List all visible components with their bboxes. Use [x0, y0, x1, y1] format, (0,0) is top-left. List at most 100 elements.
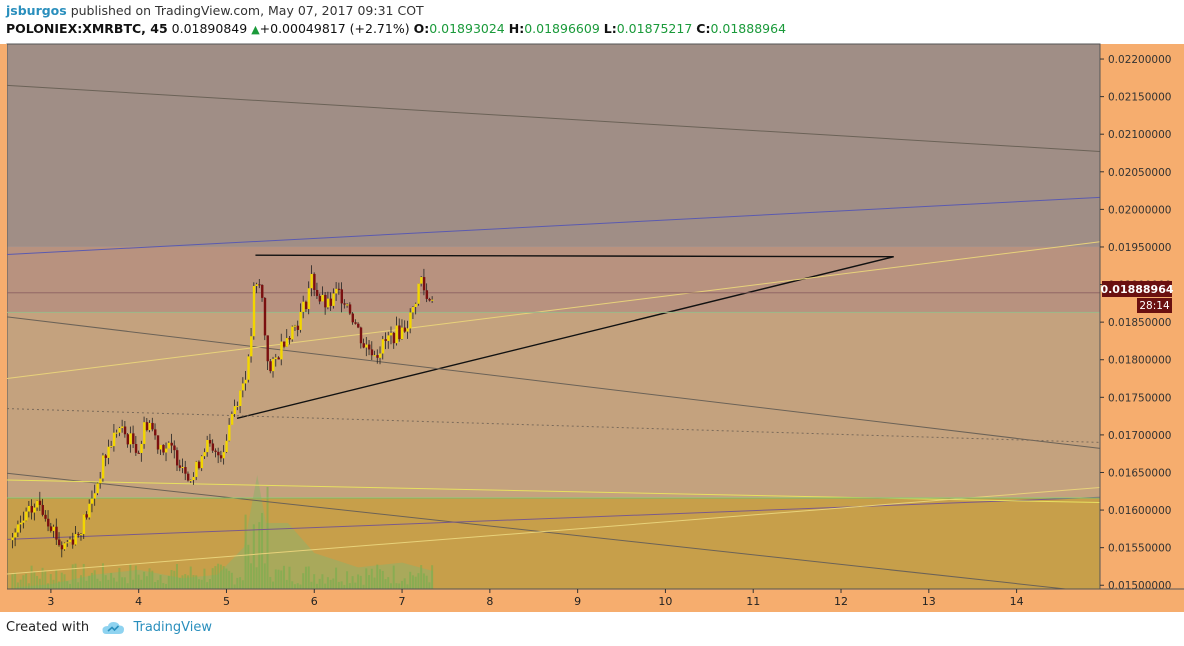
- candle-up: [365, 344, 368, 348]
- time-tick-label: 3: [47, 595, 54, 608]
- created-with-text: Created with: [6, 620, 90, 635]
- volume-bar: [307, 566, 310, 589]
- candle-up: [121, 426, 124, 428]
- volume-bar: [74, 563, 77, 589]
- volume-bar: [348, 583, 351, 589]
- up-arrow-icon: ▲: [251, 23, 260, 36]
- candle-down: [384, 339, 387, 341]
- price-zone-3: [7, 497, 1100, 589]
- candle-down: [30, 506, 33, 513]
- volume-bar: [431, 565, 434, 589]
- candle-up: [110, 446, 113, 448]
- volume-bar: [58, 581, 61, 589]
- candle-up: [181, 467, 184, 469]
- candle-up: [233, 406, 237, 415]
- volume-bar: [151, 570, 154, 589]
- candle-up: [406, 328, 409, 332]
- volume-bar: [22, 575, 25, 589]
- candle-up: [165, 448, 168, 453]
- candle-down: [340, 289, 344, 304]
- purple-support-line: [6, 496, 1101, 540]
- volume-bar: [60, 572, 63, 589]
- time-tick-label: 11: [746, 595, 760, 608]
- price-axis[interactable]: 0.015000000.015500000.016000000.01650000…: [1099, 44, 1184, 592]
- candle-up: [112, 432, 116, 447]
- candle-down: [38, 500, 42, 505]
- candle-up: [107, 446, 110, 458]
- candle-down: [104, 455, 108, 458]
- trendline-layer[interactable]: [6, 84, 1101, 594]
- candle-up: [200, 456, 204, 469]
- tradingview-cloud-icon[interactable]: [101, 621, 125, 635]
- candle-up: [346, 304, 349, 306]
- candle-down: [392, 332, 396, 344]
- volume-bar: [178, 577, 181, 589]
- candle-up: [250, 336, 253, 357]
- candle-up: [115, 432, 119, 434]
- volume-bar: [354, 582, 357, 589]
- candle-up: [96, 483, 99, 494]
- candle-up: [79, 534, 83, 536]
- candle-up: [417, 283, 420, 304]
- price-chart[interactable]: 0.015000000.015500000.016000000.01650000…: [0, 0, 1184, 612]
- candle-up: [400, 327, 404, 340]
- volume-bar: [104, 575, 107, 589]
- volume-bar: [208, 579, 211, 589]
- volume-layer: [11, 475, 434, 589]
- candle-up: [395, 325, 398, 344]
- volume-bar: [14, 572, 17, 589]
- volume-bar: [379, 569, 382, 589]
- candle-down: [41, 504, 44, 515]
- volume-bar: [428, 582, 431, 589]
- volume-bar: [417, 573, 420, 589]
- price-tick-label: 0.02000000: [1108, 204, 1171, 216]
- candle-up: [255, 284, 258, 286]
- time-axis[interactable]: 3 4 5 6 7 8 9 10 11 12 13 14: [0, 44, 1184, 612]
- candle-up: [241, 383, 245, 391]
- price-tick-label: 0.01650000: [1108, 467, 1171, 479]
- volume-bar: [422, 573, 425, 589]
- volume-bar: [266, 486, 269, 589]
- volume-bar: [110, 572, 113, 589]
- candle-down: [60, 545, 64, 550]
- candle-up: [19, 522, 23, 525]
- volume-bar: [66, 581, 69, 589]
- candle-down: [186, 473, 190, 481]
- candle-up: [414, 303, 418, 308]
- volume-bar: [357, 574, 360, 589]
- volume-bar: [27, 583, 30, 589]
- volume-bar: [324, 583, 327, 589]
- volume-bar: [230, 572, 233, 589]
- candle-down: [211, 443, 215, 451]
- candle-up: [82, 514, 86, 535]
- author-link[interactable]: jsburgos: [6, 3, 67, 18]
- volume-bar: [148, 568, 151, 589]
- candle-down: [403, 327, 407, 332]
- volume-bar: [203, 568, 206, 589]
- volume-bar: [370, 568, 373, 589]
- volume-bar: [329, 579, 332, 589]
- volume-bar: [69, 583, 72, 589]
- tradingview-link[interactable]: TradingView: [133, 620, 212, 635]
- candle-down: [214, 450, 217, 452]
- candle-down: [132, 433, 135, 444]
- last-price: 0.01890849: [171, 21, 248, 36]
- candle-up: [167, 442, 171, 449]
- volume-bar: [30, 565, 33, 589]
- candle-up: [36, 500, 39, 508]
- volume-bar: [414, 576, 417, 589]
- volume-bar: [346, 571, 349, 589]
- candle-down: [85, 514, 88, 518]
- time-tick-label: 10: [658, 595, 672, 608]
- candle-down: [156, 435, 160, 450]
- candle-up: [69, 539, 72, 543]
- volume-bar: [11, 574, 14, 589]
- volume-bar: [269, 576, 272, 589]
- candle-down: [258, 284, 261, 286]
- volume-bar: [340, 581, 343, 589]
- candle-down: [137, 452, 140, 454]
- volume-bar: [288, 566, 291, 589]
- volume-bar: [282, 565, 285, 589]
- candle-down: [368, 344, 371, 350]
- volume-bar: [206, 582, 209, 589]
